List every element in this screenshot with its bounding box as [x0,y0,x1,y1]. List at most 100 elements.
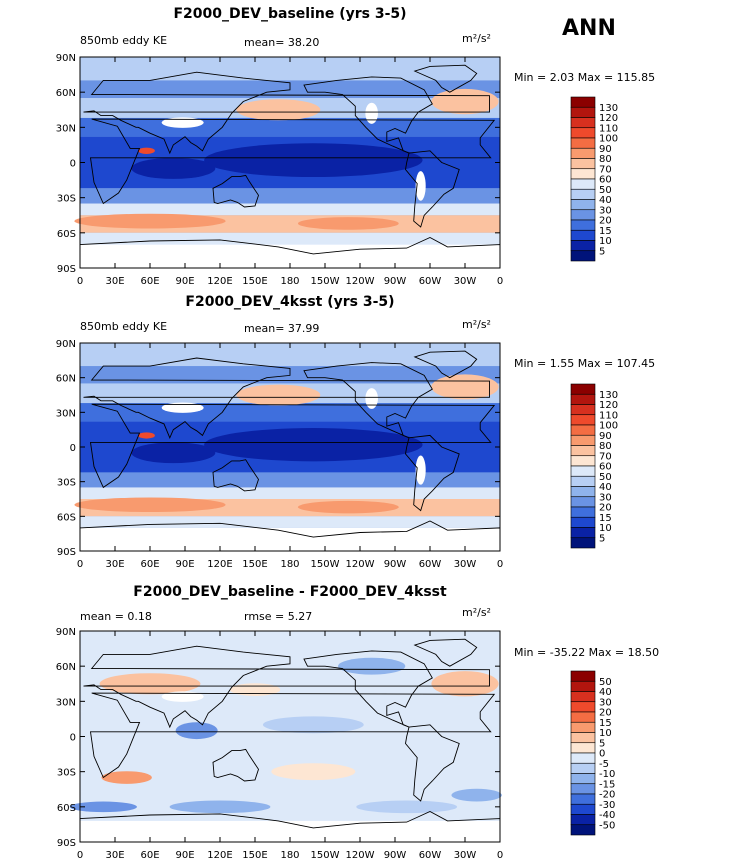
colorbar-swatch [570,465,596,477]
x-tick-label: 120W [346,276,375,287]
map-field [74,343,500,551]
field-band [80,117,500,137]
field-anomaly [69,801,137,813]
field-band [80,188,500,204]
colorbar-label: 10 [599,523,612,534]
field-southern-max [74,213,226,229]
field-somali-jet [138,147,155,154]
colorbar-swatch [570,742,596,754]
map-field [74,57,500,268]
y-tick-label: 90N [56,339,76,350]
colorbar-label: 30 [599,697,612,708]
colorbar-swatch [570,434,596,446]
colorbar-label: 5 [599,246,605,257]
map-field [69,631,502,842]
colorbar-swatch [570,106,596,118]
x-tick-label: 180 [280,276,299,287]
colorbar-label: 100 [599,421,618,432]
x-tick-label: 120W [346,850,375,861]
colorbar-swatch [570,537,596,549]
colorbar-swatch [570,445,596,457]
x-tick-label: 90E [175,850,194,861]
coastline-north-america [303,362,433,439]
x-tick-label: 150E [242,276,267,287]
colorbar-swatch [570,496,596,508]
y-tick-label: 90S [57,838,76,849]
y-tick-label: 60S [57,229,76,240]
y-tick-label: 60S [57,803,76,814]
x-tick-label: 180 [280,850,299,861]
colorbar-swatch [570,691,596,703]
x-tick-label: 90E [175,559,194,570]
colorbar-label: 50 [599,185,612,196]
colorbar-label: 70 [599,164,612,175]
field-andes-mask [415,455,426,485]
x-tick-label: 150W [311,850,340,861]
field-tibet-mask [161,402,204,413]
colorbar-label: -30 [599,800,615,811]
colorbar-label: 110 [599,410,618,421]
field-pacific-storm-track [236,384,321,406]
x-tick-label: 90E [175,276,194,287]
y-tick-label: 0 [70,159,76,170]
coastline-africa [89,118,496,205]
field-southern-max [297,500,399,514]
field-rockies-mask [365,388,378,409]
colorbar-swatch [570,773,596,785]
colorbar-label: 15 [599,513,612,524]
colorbar-label: 40 [599,195,612,206]
colorbar-swatch [570,219,596,231]
field-anomaly [175,722,218,740]
x-tick-label: 60E [140,559,159,570]
colorbar-swatch [570,762,596,774]
field-anomaly [101,771,152,784]
x-tick-label: 30E [105,276,124,287]
panel-3-title: F2000_DEV_baseline - F2000_DEV_4ksst [133,584,447,600]
coastline-australia [212,459,259,492]
field-band [80,232,500,245]
x-tick-label: 0 [77,559,83,570]
colorbar-label: 130 [599,390,618,401]
colorbar-label: 5 [599,533,605,544]
colorbar-swatch [570,527,596,539]
panel-3-units: m²/s² [462,606,491,619]
x-tick-label: 180 [280,559,299,570]
colorbar-swatch [570,127,596,139]
coastline-europe-asia [83,645,490,729]
field-rockies-mask [365,102,378,124]
colorbar-swatch [570,240,596,252]
y-tick-label: 60S [57,512,76,523]
colorbar-swatch [570,711,596,723]
y-tick-label: 0 [70,443,76,454]
y-tick-label: 60N [56,662,76,673]
coastline-north-america [303,76,433,154]
y-tick-label: 60N [56,374,76,385]
colorbar-swatch [570,137,596,149]
colorbar-swatch [570,188,596,200]
field-southern-max [74,497,226,513]
field-tibet-mask [161,117,204,128]
field-somali-jet [138,432,155,439]
field-band [80,403,500,422]
colorbar-label: 110 [599,123,618,134]
colorbar-label: 15 [599,718,612,729]
colorbar-label: 50 [599,677,612,688]
field-tropical-core [204,428,423,462]
y-tick-label: 90S [57,264,76,275]
colorbar-swatch [570,199,596,211]
colorbar-swatch [570,803,596,815]
y-tick-label: 30N [56,697,76,708]
x-tick-label: 120W [346,559,375,570]
x-tick-label: 60E [140,850,159,861]
field-anomaly [338,657,406,675]
colorbar-label: 10 [599,728,612,739]
colorbar-label: 10 [599,236,612,247]
x-tick-label: 90W [384,276,407,287]
colorbar-swatch [570,455,596,467]
coastline-australia [212,174,259,208]
x-tick-label: 0 [77,276,83,287]
colorbar-swatch [570,393,596,405]
